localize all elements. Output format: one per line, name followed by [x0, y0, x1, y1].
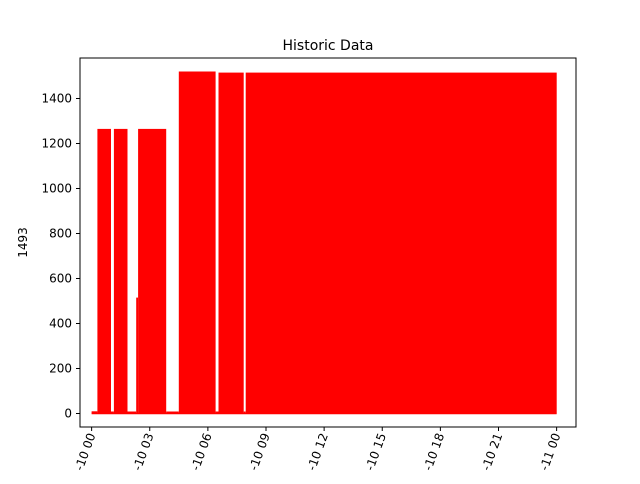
data-segment — [243, 411, 246, 414]
y-axis: 0 200 400 600 800 1000 1200 1400 — [41, 92, 80, 421]
data-segment — [178, 71, 216, 414]
axes-frame — [79, 57, 577, 428]
chart-title: Historic Data — [283, 38, 374, 54]
y-tick-label: 0 — [64, 407, 72, 421]
y-tick-label: 400 — [49, 317, 72, 331]
y-tick-label: 1200 — [41, 137, 72, 151]
y-tick-label: 1000 — [41, 182, 72, 196]
plot-area — [91, 71, 557, 415]
data-segment — [113, 128, 128, 414]
data-segment — [136, 297, 139, 414]
data-segment — [138, 128, 167, 414]
data-segment — [97, 128, 111, 414]
data-segment — [245, 72, 557, 414]
y-tick-label: 800 — [49, 227, 72, 241]
data-segment — [166, 411, 179, 414]
data-segment — [127, 411, 137, 414]
data-segment — [218, 72, 244, 414]
data-segment — [111, 411, 114, 414]
y-tick-label: 600 — [49, 272, 72, 286]
data-segment — [215, 411, 219, 414]
y-tick-label: 1400 — [41, 92, 72, 106]
y-axis-label: 1493 — [16, 227, 30, 258]
y-tick-label: 200 — [49, 362, 72, 376]
data-segment — [91, 411, 98, 414]
